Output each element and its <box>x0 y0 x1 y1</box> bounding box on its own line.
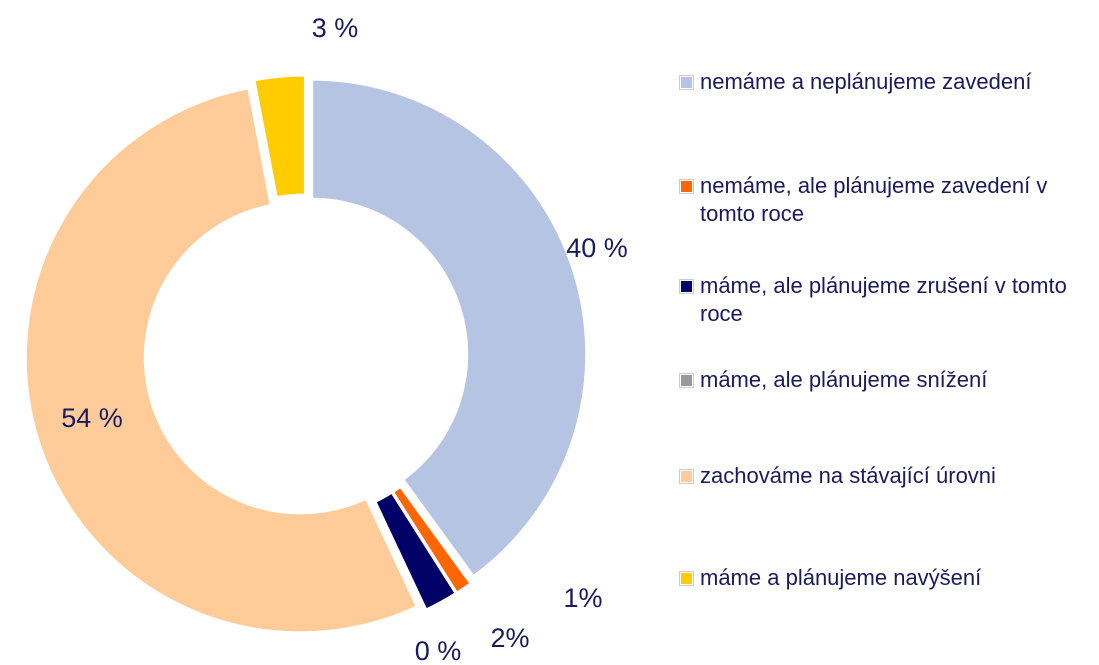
legend-label: máme, ale plánujeme snížení <box>700 367 988 392</box>
legend-label: nemáme a neplánujeme zavedení <box>700 69 1032 94</box>
donut-slice <box>23 85 420 635</box>
legend-label: nemáme, ale plánujeme zavedení v tomto r… <box>700 173 1048 226</box>
legend-swatch <box>680 374 693 387</box>
legend-item: máme, ale plánujeme snížení <box>680 366 1095 394</box>
data-label: 54 % <box>61 403 123 433</box>
donut-slice <box>372 490 459 613</box>
donut-slice <box>252 73 307 200</box>
legend-label: zachováme na stávající úrovni <box>700 463 996 488</box>
legend-item: máme, ale plánujeme zrušení v tomto roce <box>680 272 1095 328</box>
legend-label: máme, ale plánujeme zrušení v tomto roce <box>700 273 1067 326</box>
legend-swatch <box>680 280 693 293</box>
donut-slice <box>310 77 589 579</box>
legend-swatch <box>680 76 693 89</box>
data-label: 3 % <box>312 13 359 43</box>
legend-swatch <box>680 180 693 193</box>
data-label: 2% <box>490 623 529 653</box>
legend-swatch <box>680 572 693 585</box>
legend-item: zachováme na stávající úrovni <box>680 462 1095 490</box>
data-label: 1% <box>563 583 602 613</box>
data-label: 0 % <box>415 636 462 665</box>
legend-item: máme a plánujeme navýšení <box>680 564 1095 592</box>
legend-item: nemáme, ale plánujeme zavedení v tomto r… <box>680 172 1095 228</box>
legend-item: nemáme a neplánujeme zavedení <box>680 68 1095 96</box>
legend-label: máme a plánujeme navýšení <box>700 565 982 590</box>
legend-swatch <box>680 470 693 483</box>
data-label: 40 % <box>566 233 628 263</box>
chart: 40 % 1% 2% 0 % 54 % 3 % <box>23 13 628 665</box>
